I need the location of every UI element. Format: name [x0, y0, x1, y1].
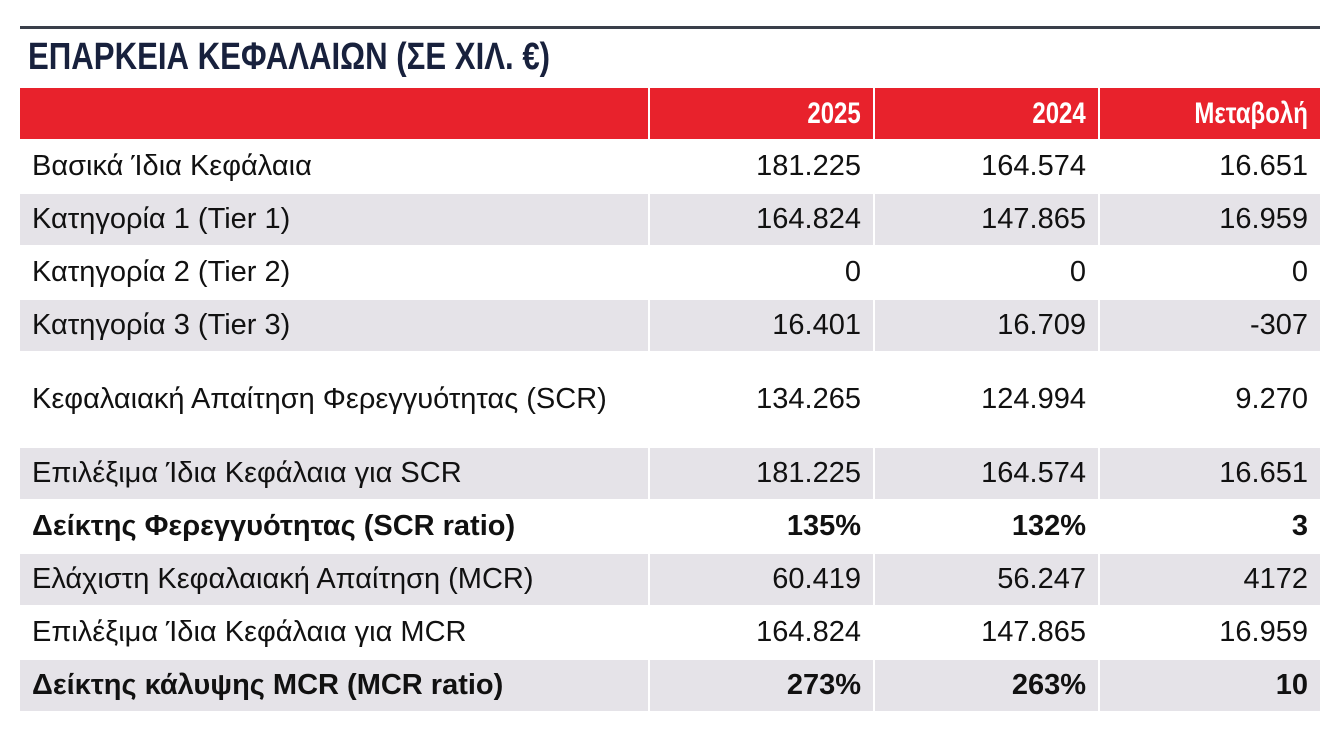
table-cell: 164.574 — [875, 141, 1100, 192]
table: 2025 2024 Μεταβολή Βασικά Ίδια Κεφάλαια 181.… — [20, 88, 1320, 713]
table-cell: 10 — [1275, 669, 1308, 702]
table-row: Βασικά Ίδια Κεφάλαια 181.225 164.574 16.651 — [20, 141, 1320, 194]
table-cell: 164.574 — [875, 448, 1100, 499]
header-cell: Μεταβολή — [1100, 88, 1320, 139]
table-cell: 9.270 — [1235, 383, 1308, 416]
row-label: Επιλέξιμα Ίδια Κεφάλαια για SCR — [20, 448, 650, 499]
row-label: Δείκτης Φερεγγυότητας (SCR ratio) — [20, 501, 650, 552]
column-header: 2025 — [807, 96, 861, 130]
table-cell: 56.247 — [875, 554, 1100, 605]
table-cell: 16.651 — [1219, 457, 1308, 490]
row-label: Επιλέξιμα Ίδια Κεφάλαια για MCR — [20, 607, 650, 658]
table-row: Επιλέξιμα Ίδια Κεφάλαια για SCR 181.225 16… — [20, 448, 1320, 501]
table-cell: 4172 — [1243, 563, 1308, 596]
column-header: Μεταβολή — [1194, 96, 1309, 130]
column-header: 2024 — [1032, 96, 1086, 130]
table-cell: 132% — [875, 501, 1100, 552]
table-cell: 0 — [650, 247, 875, 298]
row-label: Κεφαλαιακή Απαίτηση Φερεγγυότητας (SCR) — [20, 353, 650, 446]
table-cell: 0 — [875, 247, 1100, 298]
header-cell — [20, 88, 650, 139]
table-cell: 147.865 — [875, 194, 1100, 245]
table-row: Κατηγορία 3 (Tier 3) 16.401 16.709 -307 — [20, 300, 1320, 353]
header-row: 2025 2024 Μεταβολή — [20, 88, 1320, 141]
table-cell: 16.709 — [875, 300, 1100, 351]
table-cell: 124.994 — [875, 353, 1100, 446]
table-cell: 147.865 — [875, 607, 1100, 658]
table-row: Ελάχιστη Κεφαλαιακή Απαίτηση (MCR) 60.419… — [20, 554, 1320, 607]
row-label: Κατηγορία 3 (Tier 3) — [20, 300, 650, 351]
row-label: Βασικά Ίδια Κεφάλαια — [20, 141, 650, 192]
table-cell: -307 — [1249, 309, 1308, 342]
table-cell: 164.824 — [650, 607, 875, 658]
table-row: Δείκτης κάλυψης MCR (MCR ratio) 273% 263% 1… — [20, 660, 1320, 713]
table-cell: 16.959 — [1219, 616, 1308, 649]
table-cell: 135% — [650, 501, 875, 552]
row-label: Δείκτης κάλυψης MCR (MCR ratio) — [20, 660, 650, 711]
title: ΕΠΑΡΚΕΙΑ ΚΕΦΑΛΑΙΩΝ (ΣΕ ΧΙΛ. €) — [28, 36, 551, 78]
row-label: Ελάχιστη Κεφαλαιακή Απαίτηση (MCR) — [20, 554, 650, 605]
table-cell: 181.225 — [650, 448, 875, 499]
table-cell: 273% — [650, 660, 875, 711]
table-cell: 3 — [1291, 510, 1308, 543]
table-row: Κατηγορία 1 (Tier 1) 164.824 147.865 16.959 — [20, 194, 1320, 247]
table-row: Δείκτης Φερεγγυότητας (SCR ratio) 135% 132… — [20, 501, 1320, 554]
table-cell: 60.419 — [650, 554, 875, 605]
table-row: Κατηγορία 2 (Tier 2) 0 0 0 — [20, 247, 1320, 300]
table-cell: 0 — [1291, 256, 1308, 289]
header-cell: 2025 — [650, 88, 875, 139]
row-label: Κατηγορία 2 (Tier 2) — [20, 247, 650, 298]
table-cell: 181.225 — [650, 141, 875, 192]
table-cell: 263% — [875, 660, 1100, 711]
table-cell: 134.265 — [650, 353, 875, 446]
table-row: Κεφαλαιακή Απαίτηση Φερεγγυότητας (SCR) 1… — [20, 353, 1320, 448]
header-cell: 2024 — [875, 88, 1100, 139]
top-rule — [20, 26, 1320, 29]
table-cell: 16.651 — [1219, 150, 1308, 183]
table-cell: 164.824 — [650, 194, 875, 245]
table-cell: 16.959 — [1219, 203, 1308, 236]
table-cell: 16.401 — [650, 300, 875, 351]
table-row: Επιλέξιμα Ίδια Κεφάλαια για MCR 164.824 14… — [20, 607, 1320, 660]
row-label: Κατηγορία 1 (Tier 1) — [20, 194, 650, 245]
